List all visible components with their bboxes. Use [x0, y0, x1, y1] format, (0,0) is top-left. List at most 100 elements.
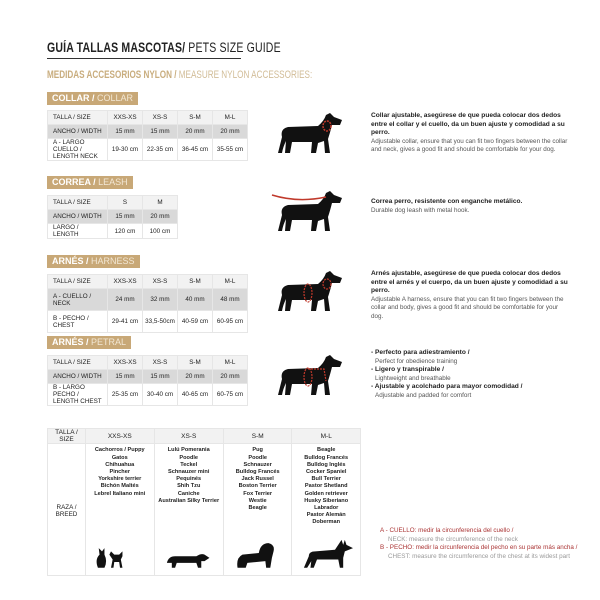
breed-header: XS-S — [153, 427, 224, 445]
table-header-cell: XXS-XS — [107, 355, 143, 370]
breed-row-label: RAZA / BREED — [47, 443, 86, 576]
dog-collar-icon — [278, 113, 342, 153]
table-row: B - PECHO / CHEST 29-41 cm 33,5-50cm 40-59 … — [47, 310, 248, 333]
legend-chest: B - PECHO: medir la circunferencia del p… — [380, 544, 578, 560]
table-header-cell: TALLA / SIZE — [47, 110, 108, 125]
breed-list: Lulú Pomerania Poodle Teckel Schnauzer m… — [153, 443, 224, 576]
table-header-cell: S — [107, 195, 143, 210]
breed-names: Pug Poodle Schnauzer Bulldog Francés Jac… — [235, 447, 280, 512]
breed-names: Beagle Bulldog Francés Bulldog Inglés Co… — [304, 447, 349, 526]
table-header-cell: TALLA / SIZE — [47, 195, 108, 210]
feature-es: - Perfecto para adiestramiento / — [371, 349, 470, 356]
table-header-cell: TALLA / SIZE — [47, 274, 108, 289]
page-title: GUÍA TALLAS MASCOTAS/ PETS SIZE GUIDE — [47, 40, 281, 55]
table-header-cell: S-M — [177, 355, 213, 370]
table-cell: 25-35 cm — [107, 383, 143, 406]
table-row: B - LARGO PECHO / LENGTH CHEST 25-35 cm 30… — [47, 383, 248, 406]
table-cell: 20 mm — [177, 124, 213, 139]
table-cell: 60-95 cm — [212, 310, 248, 333]
table-cell: 40 mm — [177, 288, 213, 311]
table-header-cell: M-L — [212, 110, 248, 125]
feature-en: Perfect for obedience training — [375, 357, 458, 365]
feature-es: - Ligero y transpirable / — [371, 366, 444, 374]
table-cell: ANCHO / WIDTH — [47, 369, 108, 384]
table-header-cell: M-L — [212, 274, 248, 289]
breed-dog-silhouette-icon — [236, 543, 274, 569]
feature-en: Adjustable and padded for comfort — [375, 391, 472, 399]
table-cell: 33,5-50cm — [142, 310, 178, 333]
breed-list: Beagle Bulldog Francés Bulldog Inglés Co… — [291, 443, 361, 576]
breed-dog-silhouette-icon — [96, 548, 123, 569]
breed-list: Cachorros / Puppy Gatos Chihuahua Pinche… — [85, 443, 155, 576]
table-cell: 15 mm — [107, 124, 143, 139]
section-subtitle: MEDIDAS ACCESORIOS NYLON / MEASURE NYLON… — [47, 69, 313, 81]
table-cell: A - LARGO CUELLO / LENGTH NECK — [47, 138, 108, 161]
legend-neck: A - CUELLO: medir la circunferencia del … — [380, 527, 518, 543]
harness-size-table: TALLA / SIZE XXS-XS XS-S S-M M-L A - CUELLO /… — [47, 274, 248, 333]
table-cell: 40-65 cm — [177, 383, 213, 406]
breed-names: Lulú Pomerania Poodle Teckel Schnauzer m… — [158, 447, 220, 504]
table-cell: 15 mm — [107, 369, 143, 384]
collar-section-tag: COLLAR / COLLAR — [47, 92, 139, 105]
leash-section-tag: CORREA / LEASH — [47, 176, 133, 189]
table-row: ANCHO / WIDTH 15 mm 20 mm — [47, 209, 178, 224]
dog-leash-icon — [271, 191, 342, 231]
table-cell: 29-41 cm — [107, 310, 143, 333]
table-cell: 22-35 cm — [142, 138, 178, 161]
collar-description: Collar ajustable, asegúrese de que pueda… — [371, 112, 568, 154]
table-cell: 120 cm — [107, 223, 143, 239]
table-cell: 20 mm — [177, 369, 213, 384]
table-cell: 100 cm — [142, 223, 178, 239]
feature-en: Lightweight and breathable — [375, 374, 451, 382]
table-cell: ANCHO / WIDTH — [47, 209, 108, 224]
petral-features: - Perfecto para adiestramiento / Perfect … — [371, 349, 571, 401]
table-cell: B - LARGO PECHO / LENGTH CHEST — [47, 383, 108, 406]
harness-section-tag: ARNÉS / HARNESS — [47, 255, 140, 268]
table-cell: 60-75 cm — [212, 383, 248, 406]
table-cell: 15 mm — [107, 209, 143, 224]
table-row: A - LARGO CUELLO / LENGTH NECK 19-30 cm 22… — [47, 138, 248, 161]
breed-names: Cachorros / Puppy Gatos Chihuahua Pinche… — [94, 447, 146, 497]
table-header-cell: M — [142, 195, 178, 210]
breed-header: S-M — [222, 427, 293, 445]
leash-description: Correa perro, resistente con enganche me… — [371, 198, 523, 214]
table-cell: ANCHO / WIDTH — [47, 124, 108, 139]
breed-header: XXS-XS — [85, 427, 155, 445]
feature-es: - Ajustable y acolchado para mayor comod… — [371, 383, 523, 391]
table-row: ANCHO / WIDTH 15 mm 15 mm 20 mm 20 mm — [47, 124, 248, 139]
table-cell: 19-30 cm — [107, 138, 143, 161]
table-header-cell: XS-S — [142, 110, 178, 125]
breed-list: Pug Poodle Schnauzer Bulldog Francés Jac… — [222, 443, 293, 576]
breed-header: M-L — [291, 427, 361, 445]
table-header-cell: S-M — [177, 274, 213, 289]
table-cell: 36-45 cm — [177, 138, 213, 161]
title-underline — [47, 58, 241, 59]
dog-harness-icon — [278, 271, 342, 311]
table-header-cell: TALLA / SIZE — [47, 355, 108, 370]
table-cell: 20 mm — [212, 369, 248, 384]
table-cell: 20 mm — [212, 124, 248, 139]
measurement-legend: A - CUELLO: medir la circunferencia del … — [380, 527, 577, 561]
harness-description: Arnés ajustable, asegúrese de que pueda … — [371, 270, 568, 320]
table-cell: 15 mm — [142, 369, 178, 384]
table-cell: LARGO / LENGTH — [47, 223, 108, 239]
table-cell: A - CUELLO / NECK — [47, 288, 108, 311]
table-header-cell: XS-S — [142, 355, 178, 370]
leash-size-table: TALLA / SIZE S M ANCHO / WIDTH 15 mm 20 mm LAR… — [47, 195, 178, 239]
petral-size-table: TALLA / SIZE XXS-XS XS-S S-M M-L ANCHO / WIDT… — [47, 355, 248, 406]
table-header-cell: XXS-XS — [107, 274, 143, 289]
table-row: ANCHO / WIDTH 15 mm 15 mm 20 mm 20 mm — [47, 369, 248, 384]
collar-size-table: TALLA / SIZE XXS-XS XS-S S-M M-L ANCHO / WIDT… — [47, 110, 248, 161]
breed-dog-silhouette-icon — [304, 540, 354, 569]
table-row: LARGO / LENGTH 120 cm 100 cm — [47, 223, 178, 239]
table-cell: 30-40 cm — [142, 383, 178, 406]
table-cell: 40-59 cm — [177, 310, 213, 333]
table-cell: 35-55 cm — [212, 138, 248, 161]
table-header-cell: XXS-XS — [107, 110, 143, 125]
table-header-cell: S-M — [177, 110, 213, 125]
table-cell: 24 mm — [107, 288, 143, 311]
table-cell: 48 mm — [212, 288, 248, 311]
table-header-cell: M-L — [212, 355, 248, 370]
table-cell: B - PECHO / CHEST — [47, 310, 108, 333]
table-cell: 32 mm — [142, 288, 178, 311]
